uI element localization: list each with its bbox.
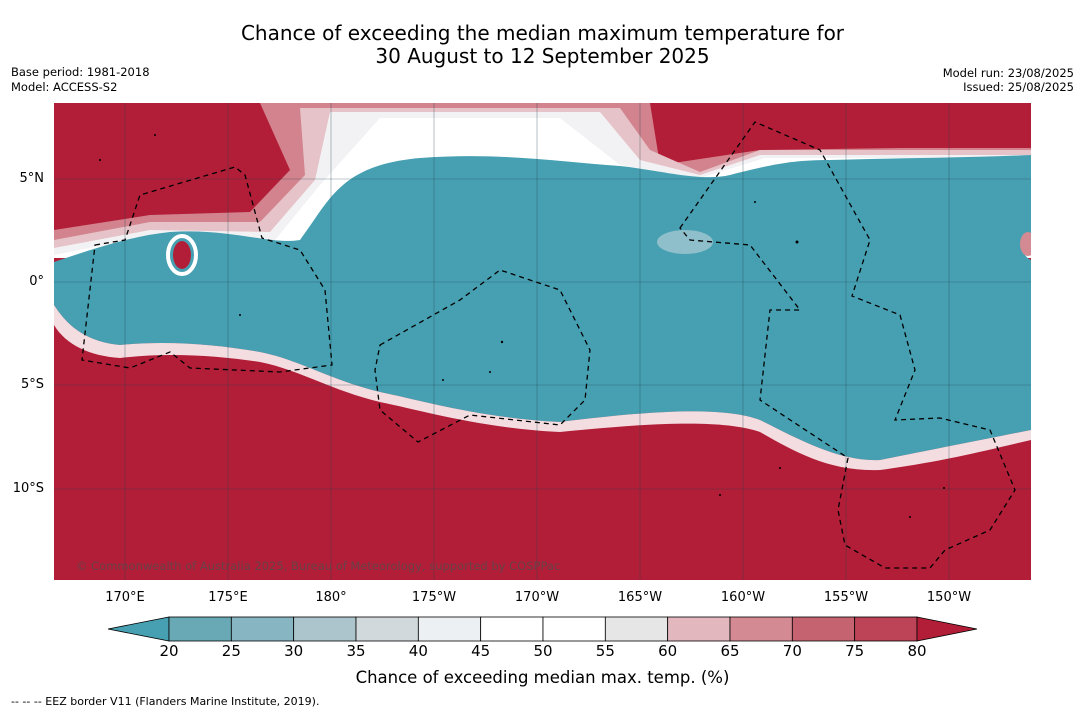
colorbar-segment (230, 616, 295, 642)
colorbar (107, 616, 978, 642)
colorbar-segment (168, 616, 232, 642)
title-line-1: Chance of exceeding the median maximum t… (240, 21, 845, 45)
colorbar-segment (854, 616, 918, 642)
colorbar-tick-label: 25 (221, 642, 241, 660)
colorbar-extend-low (107, 616, 170, 642)
lon-label-175E: 175°E (208, 590, 248, 605)
low-chance-region (54, 155, 1031, 461)
colorbar-tick-label: 45 (471, 642, 491, 660)
colorbar-segment (791, 616, 856, 642)
lat-label-5N: 5°N (19, 171, 45, 186)
colorbar-segment (355, 616, 419, 642)
colorbar-tick-label: 60 (658, 642, 678, 660)
eez-footnote: -- -- -- EEZ border V11 (Flanders Marine… (11, 695, 320, 708)
colorbar-segment (604, 616, 669, 642)
colorbar-segment (542, 616, 606, 642)
issued-date: Issued: 25/08/2025 (963, 80, 1074, 94)
lat-label-0: 0° (29, 274, 44, 289)
lon-label-175W: 175°W (411, 590, 457, 605)
base-period: Base period: 1981-2018 (11, 65, 150, 79)
colorbar-segment (293, 616, 357, 642)
model-name: Model: ACCESS-S2 (11, 80, 118, 94)
lon-label-170E: 170°E (105, 590, 145, 605)
lon-label-170W: 170°W (514, 590, 560, 605)
colorbar-tick-label: 65 (720, 642, 740, 660)
colorbar-tick-label: 75 (845, 642, 865, 660)
colorbar-tick-label: 80 (907, 642, 927, 660)
colorbar-tick-label: 30 (284, 642, 304, 660)
lon-label-150W: 150°W (926, 590, 972, 605)
colorbar-label: Chance of exceeding median max. temp. (%… (355, 668, 730, 687)
lon-label-155W: 155°W (823, 590, 869, 605)
copyright-notice: © Commonwealth of Australia 2025, Bureau… (76, 559, 561, 573)
island-hotspot (173, 241, 191, 269)
eez-border-kiribati-gilberts (81, 166, 333, 373)
colorbar-tick-label: 55 (595, 642, 615, 660)
lon-label-165W: 165°W (617, 590, 663, 605)
colorbar-segment (667, 616, 731, 642)
lon-label-180: 180° (315, 590, 347, 605)
colorbar-tick-label: 40 (408, 642, 428, 660)
lat-label-10S: 10°S (12, 481, 44, 496)
colorbar-segment (480, 616, 544, 642)
model-run: Model run: 23/08/2025 (942, 66, 1074, 80)
colorbar-tick-label: 35 (346, 642, 366, 660)
colorbar-tick-label: 20 (159, 642, 179, 660)
colorbar-segment (417, 616, 482, 642)
lon-label-160W: 160°W (720, 590, 766, 605)
colorbar-extend-high (916, 616, 978, 642)
lat-label-5S: 5°S (20, 377, 44, 392)
title-line-2: 30 August to 12 September 2025 (375, 44, 710, 68)
colorbar-tick-label: 70 (782, 642, 802, 660)
eez-border-line-islands (679, 121, 1016, 569)
colorbar-segment (729, 616, 793, 642)
colorbar-tick-label: 50 (533, 642, 553, 660)
